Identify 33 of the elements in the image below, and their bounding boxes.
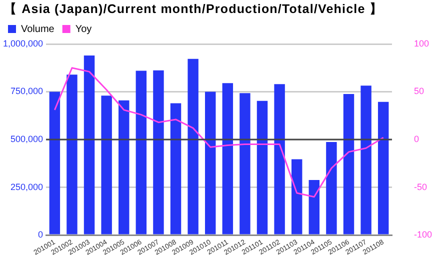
bar: [256, 100, 268, 234]
legend-label: Volume: [21, 24, 55, 35]
bar: [101, 96, 112, 234]
y2-tick-label: -100: [414, 230, 432, 240]
chart-title: 【 Asia (Japan)/Current month/Production/Total/Vehicle 】: [4, 1, 383, 18]
y-tick-label: 1,000,000: [2, 38, 44, 48]
y-tick-label: 250,000: [10, 182, 44, 192]
bar: [170, 103, 182, 234]
bar: [291, 159, 302, 234]
bar: [360, 86, 372, 234]
bar: [343, 94, 354, 234]
y2-tick-label: 50: [414, 86, 424, 96]
bar: [222, 83, 234, 234]
bar: [326, 142, 337, 234]
bar: [240, 93, 250, 234]
bar: [378, 102, 389, 234]
bar: [84, 55, 95, 234]
y-tick-label: 500,000: [10, 134, 44, 144]
bar: [274, 84, 285, 234]
y2-tick-label: -50: [414, 182, 427, 192]
bar: [49, 92, 60, 234]
y2-tick-label: 100: [414, 38, 430, 48]
y-tick-label: 0: [38, 230, 44, 240]
bar: [153, 70, 164, 234]
bar: [308, 180, 320, 234]
y-tick-label: 750,000: [10, 86, 44, 96]
bar: [136, 70, 147, 234]
bar: [188, 58, 198, 234]
bar: [205, 92, 216, 234]
bar: [118, 100, 130, 234]
bar: [66, 74, 78, 234]
legend-label: Yoy: [75, 24, 92, 35]
y2-tick-label: 0: [414, 134, 419, 144]
